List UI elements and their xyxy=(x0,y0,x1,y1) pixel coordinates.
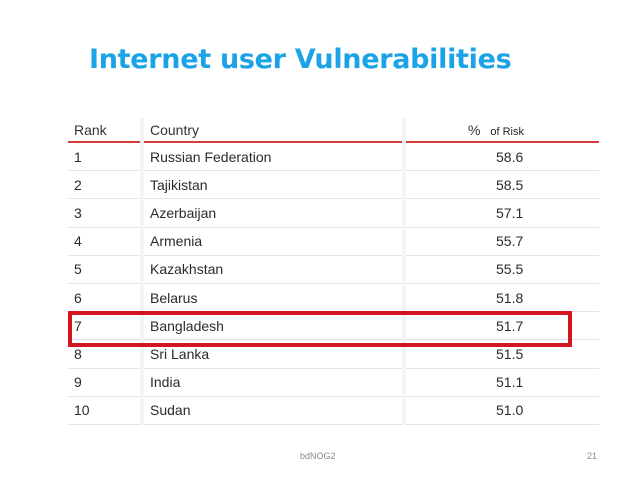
cell-percent-risk: 51.5 xyxy=(404,339,599,369)
header-percent: % xyxy=(468,121,481,138)
table-row: 10 Sudan 51.0 xyxy=(68,396,599,425)
cell-country: Sri Lanka xyxy=(142,339,406,369)
cell-rank: 6 xyxy=(68,283,144,313)
slide-title: Internet user Vulnerabilities xyxy=(89,44,512,75)
cell-country: Tajikistan xyxy=(142,170,406,200)
table-header-row: Rank Country % of Risk xyxy=(68,118,599,143)
header-rank: Rank xyxy=(68,118,144,143)
table-row: 6 Belarus 51.8 xyxy=(68,283,599,313)
risk-table-container: Rank Country % of Risk 1 Russian Federati… xyxy=(68,118,599,425)
cell-country: Belarus xyxy=(142,283,406,313)
cell-percent-risk: 51.1 xyxy=(404,368,599,397)
header-country: Country xyxy=(142,118,406,143)
cell-rank: 10 xyxy=(68,396,144,425)
cell-rank: 7 xyxy=(68,311,144,341)
cell-rank: 3 xyxy=(68,198,144,228)
footer-label: bdNOG2 xyxy=(300,451,336,461)
table-body: 1 Russian Federation 58.6 2 Tajikistan 58.5 3 A… xyxy=(68,142,599,425)
table-row: 7 Bangladesh 51.7 xyxy=(68,311,599,341)
cell-percent-risk: 51.7 xyxy=(404,311,599,341)
cell-rank: 4 xyxy=(68,227,144,256)
risk-table: Rank Country % of Risk 1 Russian Federati… xyxy=(68,118,599,425)
cell-country: Armenia xyxy=(142,227,406,256)
cell-rank: 2 xyxy=(68,170,144,200)
cell-rank: 8 xyxy=(68,339,144,369)
cell-country: Russian Federation xyxy=(142,142,406,172)
cell-percent-risk: 55.7 xyxy=(404,227,599,256)
cell-percent-risk: 58.6 xyxy=(404,142,599,172)
header-of-risk: of Risk xyxy=(490,125,524,138)
table-row: 8 Sri Lanka 51.5 xyxy=(68,339,599,369)
table-row: 4 Armenia 55.7 xyxy=(68,227,599,256)
cell-country: India xyxy=(142,368,406,397)
cell-country: Kazakhstan xyxy=(142,255,406,284)
table-row: 9 India 51.1 xyxy=(68,368,599,397)
table-row: 2 Tajikistan 58.5 xyxy=(68,170,599,200)
cell-percent-risk: 58.5 xyxy=(404,170,599,200)
cell-percent-risk: 51.0 xyxy=(404,396,599,425)
cell-percent-risk: 57.1 xyxy=(404,198,599,228)
header-percent-of-risk: % of Risk xyxy=(404,118,599,143)
table-row: 3 Azerbaijan 57.1 xyxy=(68,198,599,228)
cell-country: Bangladesh xyxy=(142,311,406,341)
cell-country: Sudan xyxy=(142,396,406,425)
cell-country: Azerbaijan xyxy=(142,198,406,228)
table-row: 5 Kazakhstan 55.5 xyxy=(68,255,599,284)
cell-rank: 9 xyxy=(68,368,144,397)
cell-percent-risk: 55.5 xyxy=(404,255,599,284)
page-number: 21 xyxy=(587,451,598,461)
cell-percent-risk: 51.8 xyxy=(404,283,599,313)
cell-rank: 5 xyxy=(68,255,144,284)
table-row: 1 Russian Federation 58.6 xyxy=(68,142,599,172)
cell-rank: 1 xyxy=(68,142,144,172)
